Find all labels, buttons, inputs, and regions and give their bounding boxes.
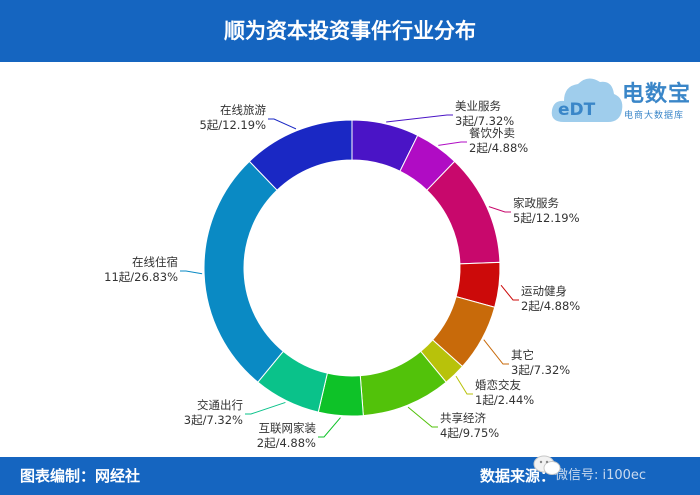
slice-value-label: 3起/7.32% — [455, 114, 514, 128]
leader-line-共享经济 — [407, 406, 438, 428]
slice-name-label: 互联网家装 — [259, 421, 317, 435]
leader-line-在线旅游 — [268, 118, 297, 130]
donut-chart: 美业服务3起/7.32%餐饮外卖2起/4.88%家政服务5起/12.19%运动健… — [104, 99, 580, 450]
slice-name-label: 婚恋交友 — [475, 378, 521, 392]
slice-value-label: 4起/9.75% — [440, 426, 499, 440]
leader-line-餐饮外卖 — [438, 141, 467, 146]
footer-bar: 图表编制：网经社 数据来源： 微信号: i100ec — [0, 457, 700, 495]
slice-value-label: 11起/26.83% — [104, 270, 178, 284]
footer-editor: 图表编制：网经社 — [20, 467, 141, 485]
cloud-icon: eDT — [551, 78, 623, 122]
slice-value-label: 5起/12.19% — [199, 118, 266, 132]
slice-value-label: 2起/4.88% — [469, 141, 528, 155]
slice-value-label: 3起/7.32% — [184, 413, 243, 427]
leader-line-婚恋交友 — [455, 375, 473, 395]
slice-在线旅游 — [248, 119, 353, 191]
footer-source: 数据来源： — [480, 467, 556, 485]
slice-value-label: 3起/7.32% — [511, 363, 570, 377]
logo-cloud-text: eDT — [558, 100, 596, 120]
slice-name-label: 交通出行 — [197, 398, 243, 412]
slice-value-label: 5起/12.19% — [513, 211, 580, 225]
leader-line-家政服务 — [488, 206, 511, 213]
header-bar: 顺为资本投资事件行业分布 — [0, 0, 700, 62]
slice-在线住宿 — [203, 160, 284, 383]
leader-line-在线住宿 — [180, 270, 203, 275]
slice-value-label: 2起/4.88% — [521, 299, 580, 313]
slice-name-label: 其它 — [511, 348, 534, 362]
brand-logo: eDT 电数宝 电商大数据库 — [550, 68, 695, 130]
slice-value-label: 2起/4.88% — [257, 436, 316, 450]
slice-name-label: 家政服务 — [513, 196, 559, 210]
leader-line-互联网家装 — [318, 417, 341, 438]
footer-watermark: 微信号: i100ec — [555, 468, 647, 483]
slice-name-label: 餐饮外卖 — [469, 126, 515, 140]
leader-line-美业服务 — [386, 114, 453, 123]
logo-subtitle: 电商大数据库 — [624, 111, 685, 121]
slice-value-label: 1起/2.44% — [475, 393, 534, 407]
slice-name-label: 在线旅游 — [220, 103, 266, 117]
slice-name-label: 在线住宿 — [132, 255, 178, 269]
leader-line-交通出行 — [245, 401, 286, 415]
leader-line-运动健身 — [500, 284, 519, 301]
slice-name-label: 运动健身 — [521, 284, 567, 298]
slice-name-label: 共享经济 — [440, 411, 486, 425]
wechat-icon — [533, 455, 561, 475]
page-title: 顺为资本投资事件行业分布 — [224, 19, 476, 43]
slice-name-label: 美业服务 — [455, 99, 501, 113]
logo-name: 电数宝 — [622, 82, 692, 107]
leader-line-其它 — [483, 339, 509, 365]
